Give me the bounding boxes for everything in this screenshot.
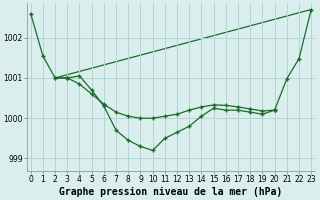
X-axis label: Graphe pression niveau de la mer (hPa): Graphe pression niveau de la mer (hPa) — [59, 186, 283, 197]
